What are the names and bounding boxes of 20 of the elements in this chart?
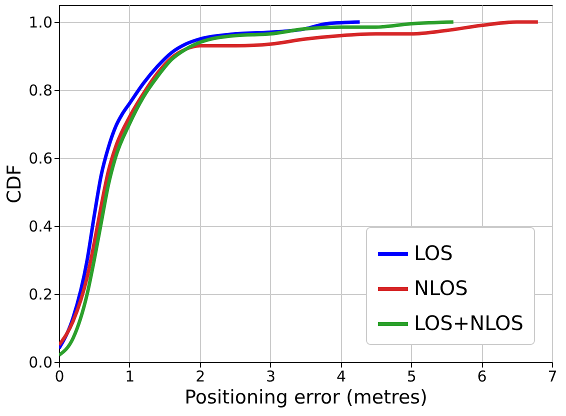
x-tick-label: 0 xyxy=(54,368,64,386)
y-tick-label: 1.0 xyxy=(28,14,52,32)
x-tick-label: 2 xyxy=(196,368,206,386)
x-tick-label: 6 xyxy=(477,368,487,386)
legend-label: LOS+NLOS xyxy=(414,311,524,335)
y-tick-label: 0.6 xyxy=(28,150,52,168)
x-tick-label: 5 xyxy=(406,368,416,386)
y-tick-label: 0.4 xyxy=(28,218,52,236)
legend-label: LOS xyxy=(414,241,453,265)
x-tick-label: 1 xyxy=(125,368,135,386)
line-series xyxy=(59,20,540,347)
y-axis-title: CDF xyxy=(4,164,26,204)
x-tick-label: 3 xyxy=(266,368,276,386)
y-tick-label: 0.0 xyxy=(28,354,52,372)
y-tick-label: 0.2 xyxy=(28,286,52,304)
x-tick-label: 7 xyxy=(548,368,558,386)
x-axis-title: Positioning error (metres) xyxy=(184,386,428,408)
legend-label: NLOS xyxy=(414,276,468,300)
x-tick-label: 4 xyxy=(336,368,346,386)
y-tick-label: 0.8 xyxy=(28,82,52,100)
